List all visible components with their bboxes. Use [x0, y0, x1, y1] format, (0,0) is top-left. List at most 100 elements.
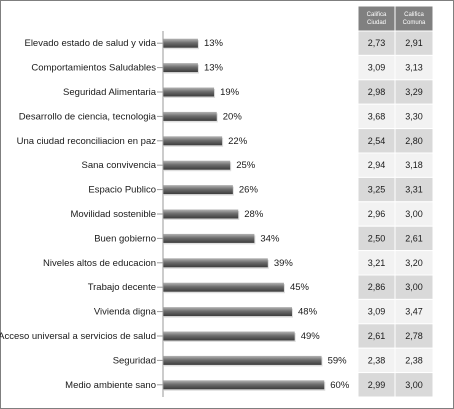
category-label: Trabajo decente	[88, 282, 156, 293]
col-comuna-header-line2: Comuna	[403, 20, 426, 26]
bar-value-label: 34%	[260, 233, 280, 244]
bar-value-label: 28%	[244, 209, 264, 220]
bar-value-label: 20%	[223, 111, 243, 122]
califica-comuna-value: 3,20	[405, 258, 423, 268]
ciudad-cell	[357, 54, 396, 81]
bar	[163, 331, 295, 341]
bar	[163, 160, 231, 170]
comuna-cell	[394, 274, 434, 300]
category-label: Seguridad Alimentaria	[63, 87, 157, 98]
comuna-cell	[394, 103, 434, 130]
califica-ciudad-value: 2,61	[368, 331, 386, 341]
comuna-cell	[394, 323, 434, 349]
califica-ciudad-value: 2,99	[368, 380, 386, 390]
bar-value-label: 19%	[220, 87, 240, 98]
ciudad-cell	[357, 128, 396, 154]
category-label: Acceso universal a servicios de salud	[0, 331, 156, 342]
bar	[163, 38, 198, 48]
califica-ciudad-value: 3,09	[368, 63, 386, 73]
ciudad-cell	[357, 152, 396, 178]
chart-rows: 2,73 2,91 Elevado estado de salud y vida 13…	[0, 30, 434, 398]
califica-comuna-value: 2,80	[405, 136, 423, 146]
comuna-cell	[394, 128, 434, 154]
califica-comuna-value: 3,00	[405, 209, 423, 219]
bar-value-label: 45%	[290, 282, 310, 293]
ciudad-cell	[357, 250, 396, 276]
category-label: Medio ambiente sano	[65, 380, 156, 391]
bar	[163, 185, 233, 195]
califica-ciudad-value: 2,38	[368, 355, 386, 365]
califica-ciudad-value: 2,86	[368, 282, 386, 292]
ciudad-cell	[357, 176, 396, 203]
bar-value-label: 13%	[204, 63, 224, 74]
califica-comuna-value: 2,38	[405, 355, 423, 365]
bar	[163, 63, 198, 73]
comuna-cell	[394, 201, 434, 227]
category-label: Movilidad sostenible	[70, 209, 156, 220]
category-label: Comportamientos Saludables	[31, 63, 156, 74]
ratings-table-header: Califica Ciudad Califica Comuna	[357, 5, 434, 32]
category-label: Una ciudad reconciliacion en paz	[17, 136, 157, 147]
bar	[163, 209, 239, 219]
califica-ciudad-value: 2,73	[368, 38, 386, 48]
bar	[163, 307, 292, 317]
bar-value-label: 25%	[236, 160, 256, 171]
califica-ciudad-value: 2,96	[368, 209, 386, 219]
califica-comuna-value: 3,47	[405, 307, 423, 317]
category-label: Niveles altos de educacion	[43, 258, 156, 269]
category-label: Seguridad	[113, 355, 156, 366]
califica-ciudad-value: 3,68	[368, 111, 386, 121]
bar	[163, 258, 268, 268]
col-ciudad-header-line1: Califica	[367, 12, 387, 18]
comuna-cell	[394, 347, 434, 374]
califica-comuna-value: 3,18	[405, 160, 423, 170]
bar-value-label: 22%	[228, 136, 248, 147]
comuna-cell	[394, 298, 434, 325]
califica-comuna-value: 3,13	[405, 63, 423, 73]
califica-comuna-value: 3,30	[405, 111, 423, 121]
califica-comuna-value: 3,00	[405, 282, 423, 292]
comuna-cell	[394, 79, 434, 105]
bar	[163, 111, 217, 121]
ciudad-cell	[357, 79, 396, 105]
col-comuna-header-cell	[394, 5, 434, 32]
col-ciudad-header-cell	[357, 5, 396, 32]
category-label: Buen gobierno	[94, 233, 156, 244]
bar-value-label: 39%	[274, 258, 294, 269]
bar-value-label: 49%	[301, 331, 321, 342]
comuna-cell	[394, 152, 434, 178]
bar-value-label: 48%	[298, 307, 318, 318]
bar	[163, 380, 325, 390]
califica-ciudad-value: 2,98	[368, 87, 386, 97]
comuna-cell	[394, 372, 434, 398]
califica-ciudad-value: 2,54	[368, 136, 386, 146]
bar	[163, 87, 215, 97]
califica-comuna-value: 2,91	[405, 38, 423, 48]
califica-comuna-value: 2,78	[405, 331, 423, 341]
califica-ciudad-value: 2,94	[368, 160, 386, 170]
califica-comuna-value: 3,00	[405, 380, 423, 390]
bar-value-label: 60%	[330, 380, 350, 391]
califica-comuna-value: 2,61	[405, 233, 423, 243]
califica-comuna-value: 3,31	[405, 185, 423, 195]
comuna-cell	[394, 225, 434, 252]
bar	[163, 355, 322, 365]
bar-value-label: 13%	[204, 38, 224, 49]
category-label: Vivienda digna	[94, 307, 157, 318]
comuna-cell	[394, 176, 434, 203]
bar-value-label: 26%	[239, 185, 259, 196]
bar	[163, 282, 284, 292]
col-ciudad-header-line2: Ciudad	[367, 20, 386, 26]
ciudad-cell	[357, 225, 396, 252]
califica-ciudad-value: 3,09	[368, 307, 386, 317]
category-label: Elevado estado de salud y vida	[24, 38, 156, 49]
califica-ciudad-value: 3,21	[368, 258, 386, 268]
category-label: Desarrollo de ciencia, tecnologia	[19, 111, 157, 122]
category-label: Espacio Publico	[88, 185, 156, 196]
bar	[163, 233, 255, 243]
califica-comuna-value: 3,29	[405, 87, 423, 97]
bar	[163, 136, 223, 146]
bar-value-label: 59%	[328, 355, 348, 366]
category-label: Sana convivencia	[82, 160, 157, 171]
